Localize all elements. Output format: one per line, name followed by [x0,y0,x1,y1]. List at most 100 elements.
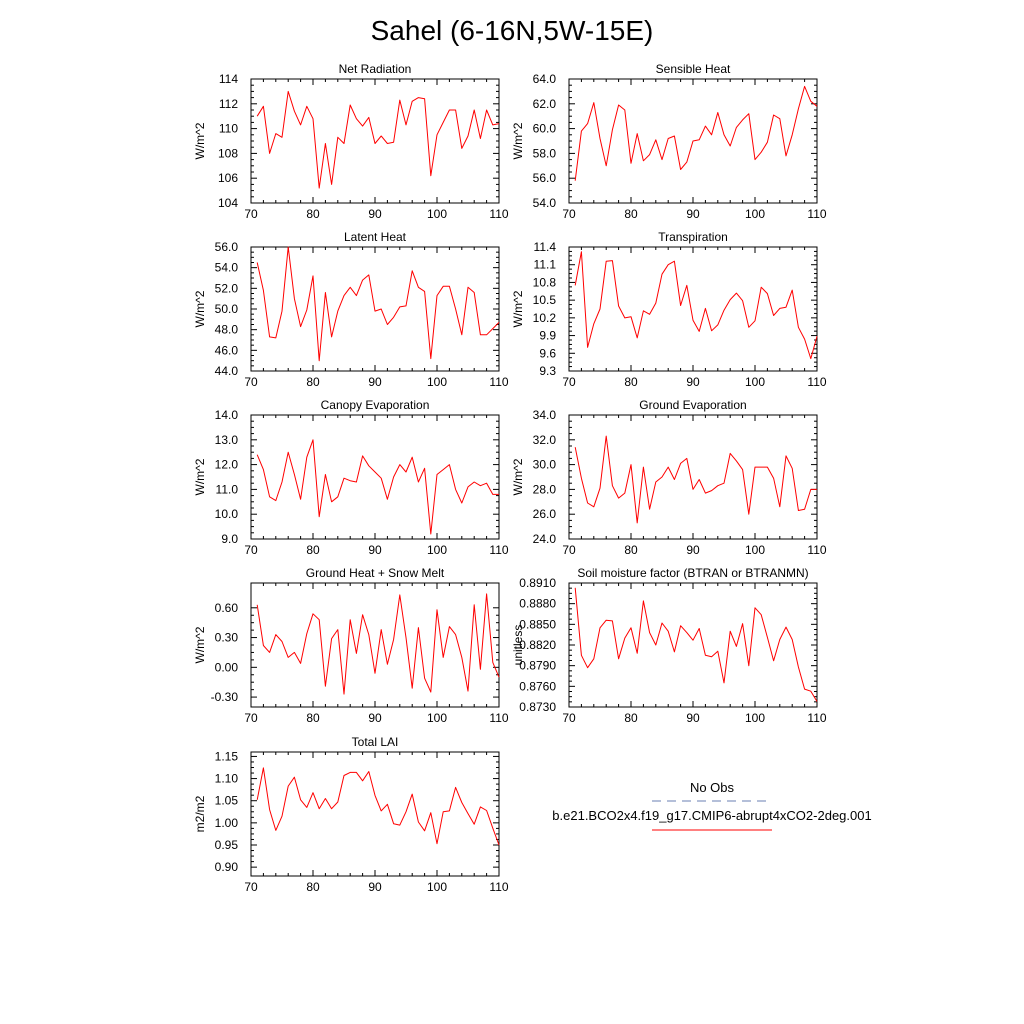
y-tick-label: 50.0 [215,302,239,316]
y-tick-label: 58.0 [533,146,557,160]
y-tick-label: 11.1 [534,258,557,272]
x-tick-label: 110 [489,375,508,389]
legend-model-label: b.e21.BCO2x4.f19_g17.CMIP6-abrupt4xCO2-2… [552,808,871,823]
x-tick-label: 70 [562,711,576,725]
series-line-sensible-heat [574,85,818,181]
y-axis-label: W/m^2 [193,626,207,663]
x-tick-label: 90 [686,207,700,221]
panel-soil-moisture-factor-btran-or-btranmn: Soil moisture factor (BTRAN or BTRANMN) u… [511,566,827,725]
x-tick-label: 70 [562,207,576,221]
x-tick-label: 110 [807,543,826,557]
x-tick-label: 100 [745,543,765,557]
x-tick-label: 100 [427,711,447,725]
x-tick-label: 110 [489,711,508,725]
y-axis-label: W/m^2 [511,122,525,159]
series-line-latent-heat [256,246,500,362]
x-tick-label: 100 [745,375,765,389]
y-tick-label: 10.5 [533,293,557,307]
series-line-canopy-evaporation [256,439,499,535]
x-tick-label: 70 [562,375,576,389]
y-axis-label: unitless [511,625,525,666]
x-tick-label: 80 [624,711,638,725]
x-tick-label: 110 [807,207,826,221]
legend: No Obs b.e21.BCO2x4.f19_g17.CMIP6-abrupt… [552,780,872,831]
x-tick-label: 100 [427,375,447,389]
series-line-total-lai [256,767,500,846]
x-tick-label: 70 [244,375,258,389]
panel-title: Sensible Heat [656,62,731,76]
panel-title: Transpiration [658,230,728,244]
x-tick-label: 100 [745,207,765,221]
y-tick-label: 54.0 [533,196,557,210]
y-tick-label: 1.10 [215,772,239,786]
y-tick-label: 9.3 [539,364,556,378]
y-tick-label: 12.0 [215,458,239,472]
y-tick-label: 46.0 [215,343,239,357]
y-tick-label: 112 [219,97,238,111]
x-tick-label: 110 [489,207,508,221]
y-tick-label: 32.0 [533,433,557,447]
x-tick-label: 70 [244,543,258,557]
y-tick-label: 24.0 [533,532,557,546]
plot-frame [250,414,500,540]
y-tick-label: 62.0 [533,97,557,111]
y-tick-label: 11.0 [216,482,239,496]
panels: Net Radiation W/m^2 70 80 90 100 110 104 106 108 1… [193,62,827,894]
panel-title: Canopy Evaporation [321,398,430,412]
y-tick-label: 26.0 [533,507,557,521]
x-tick-label: 90 [368,880,382,894]
y-axis-label: m2/m2 [193,795,207,832]
panel-title: Ground Evaporation [639,398,746,412]
x-tick-label: 90 [686,711,700,725]
series-line-net-radiation [256,90,500,189]
y-tick-label: 10.2 [533,311,557,325]
series-line-transpiration [574,251,818,360]
x-tick-label: 80 [624,543,638,557]
y-tick-label: 0.90 [215,860,239,874]
plot-frame [568,414,818,540]
x-tick-label: 110 [807,375,826,389]
panel-ground-heat-snow-melt: Ground Heat + Snow Melt W/m^2 70 80 90 100 110… [193,566,509,725]
x-tick-label: 110 [807,711,826,725]
plot-frame [568,582,818,708]
y-axis-label: W/m^2 [511,458,525,495]
legend-obs-label: No Obs [690,780,735,795]
y-tick-label: 9.6 [539,346,556,360]
y-tick-label: 0.8760 [519,679,556,693]
y-tick-label: 56.0 [533,171,557,185]
x-tick-label: 70 [244,711,258,725]
series-line-soil-moisture-factor-btran-or-btranmn [574,587,818,702]
x-tick-label: 70 [244,207,258,221]
panel-title: Soil moisture factor (BTRAN or BTRANMN) [577,566,808,580]
series-line-ground-heat-snow-melt [256,593,500,695]
y-tick-label: 13.0 [215,433,239,447]
panel-ground-evaporation: Ground Evaporation W/m^2 70 80 90 100 110 24.0 2… [511,398,827,557]
y-tick-label: 0.8880 [519,597,556,611]
y-tick-label: 106 [218,171,238,185]
x-tick-label: 80 [306,375,320,389]
plot-frame [250,751,500,877]
panel-latent-heat: Latent Heat W/m^2 70 80 90 100 110 44.0 46.0 48.0… [193,230,509,389]
plot-frame [250,582,500,708]
panel-title: Net Radiation [339,62,412,76]
y-tick-label: 44.0 [215,364,239,378]
x-tick-label: 100 [745,711,765,725]
y-tick-label: 28.0 [533,482,557,496]
x-tick-label: 110 [489,880,508,894]
panel-title: Latent Heat [344,230,407,244]
y-tick-label: 0.8910 [519,576,556,590]
x-tick-label: 80 [624,375,638,389]
panel-total-lai: Total LAI m2/m2 70 80 90 100 110 0.90 0.95 1.00 1.… [193,735,509,894]
figure-title: Sahel (6-16N,5W-15E) [371,15,654,46]
y-tick-label: 1.00 [215,816,239,830]
y-tick-label: 52.0 [215,281,239,295]
x-tick-label: 100 [427,207,447,221]
y-tick-label: 48.0 [215,323,239,337]
y-tick-label: 0.30 [215,631,239,645]
x-tick-label: 80 [306,711,320,725]
y-tick-label: 0.8790 [519,659,556,673]
y-tick-label: 9.0 [221,532,238,546]
x-tick-label: 70 [562,543,576,557]
series-line-ground-evaporation [574,435,817,524]
